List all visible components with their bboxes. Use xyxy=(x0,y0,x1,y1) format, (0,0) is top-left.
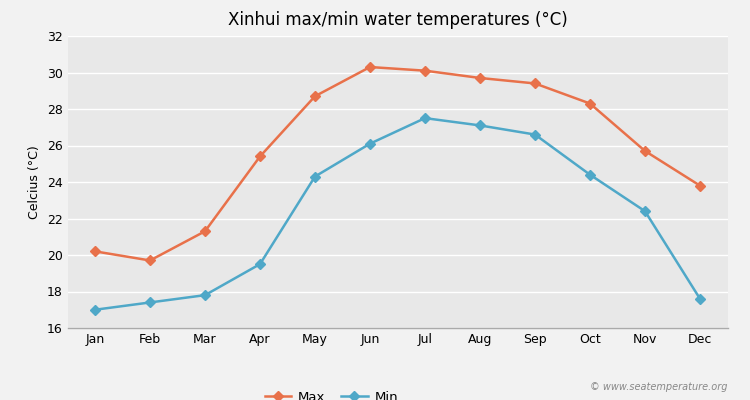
Y-axis label: Celcius (°C): Celcius (°C) xyxy=(28,145,41,219)
Title: Xinhui max/min water temperatures (°C): Xinhui max/min water temperatures (°C) xyxy=(228,11,567,29)
Text: © www.seatemperature.org: © www.seatemperature.org xyxy=(590,382,728,392)
Legend: Max, Min: Max, Min xyxy=(260,386,404,400)
